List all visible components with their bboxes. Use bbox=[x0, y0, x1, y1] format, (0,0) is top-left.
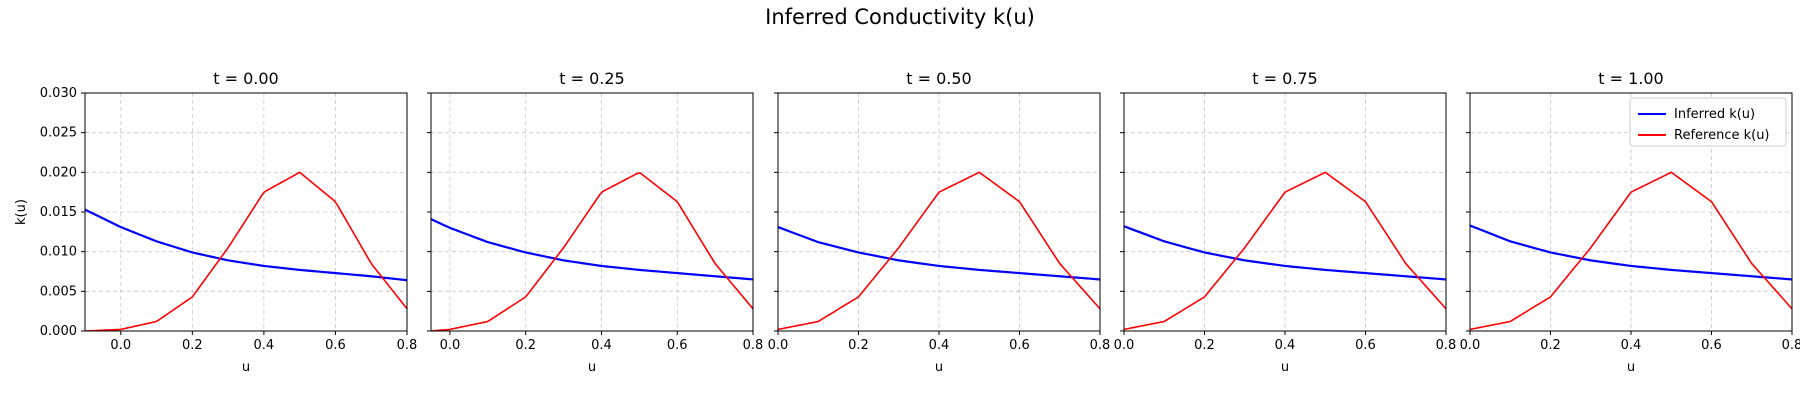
x-tick-label: 0.6 bbox=[1701, 338, 1722, 353]
reference-line bbox=[1470, 171, 1792, 331]
x-tick-label: 0.6 bbox=[1009, 338, 1030, 353]
x-tick-label: 0.4 bbox=[1275, 338, 1296, 353]
x-axis-label: u bbox=[588, 360, 596, 375]
panel-1: t = 0.00 0.0 0.2 0.4 0.6 0.8 0.000 0.005 0.010 0.… bbox=[14, 69, 417, 375]
axes-frame bbox=[84, 92, 408, 332]
reference-line bbox=[85, 171, 407, 331]
x-tick-label: 0.8 bbox=[1436, 338, 1457, 353]
axes-frame bbox=[1469, 92, 1793, 332]
panel-title: t = 0.75 bbox=[1252, 69, 1317, 88]
y-tick-label: 0.010 bbox=[40, 245, 77, 260]
y-tick-label: 0.020 bbox=[40, 165, 77, 180]
inferred-line bbox=[85, 208, 407, 282]
panel-title: t = 1.00 bbox=[1598, 69, 1663, 88]
x-tick-label: 0.2 bbox=[515, 338, 536, 353]
x-axis-label: u bbox=[935, 360, 943, 375]
x-tick-label: 0.0 bbox=[768, 338, 789, 353]
x-tick-label: 0.0 bbox=[1460, 338, 1481, 353]
x-tick-label: 0.8 bbox=[1090, 338, 1111, 353]
inferred-line bbox=[778, 226, 1100, 281]
x-tick-label: 0.4 bbox=[929, 338, 950, 353]
panel-title: t = 0.25 bbox=[559, 69, 624, 88]
x-tick-label: 0.4 bbox=[591, 338, 612, 353]
panels: t = 0.00 0.0 0.2 0.4 0.6 0.8 0.000 0.005 0.010 0.… bbox=[14, 69, 1800, 375]
x-tick-label: 0.4 bbox=[254, 338, 275, 353]
x-tick-label: 0.2 bbox=[848, 338, 869, 353]
inferred-line bbox=[1470, 224, 1792, 281]
x-tick-label: 0.4 bbox=[1621, 338, 1642, 353]
legend-entry: Reference k(u) bbox=[1674, 128, 1770, 143]
panel-4: t = 0.75 0.0 0.2 0.4 0.6 0.8 u bbox=[1114, 69, 1457, 375]
x-tick-label: 0.8 bbox=[1782, 338, 1800, 353]
x-tick-label: 0.0 bbox=[1114, 338, 1135, 353]
panel-2: t = 0.25 0.0 0.2 0.4 0.6 0.8 u bbox=[427, 69, 763, 375]
panel-3: t = 0.50 0.0 0.2 0.4 0.6 0.8 u bbox=[768, 69, 1111, 375]
x-tick-label: 0.0 bbox=[440, 338, 461, 353]
y-tick-label: 0.005 bbox=[40, 284, 77, 299]
x-tick-label: 0.0 bbox=[110, 338, 131, 353]
y-tick-label: 0.015 bbox=[40, 205, 77, 220]
x-tick-label: 0.8 bbox=[397, 338, 418, 353]
axes-frame bbox=[1123, 92, 1447, 332]
x-tick-label: 0.6 bbox=[667, 338, 688, 353]
inferred-line bbox=[1124, 225, 1446, 281]
legend-entry: Inferred k(u) bbox=[1674, 107, 1755, 122]
legend-box bbox=[1629, 97, 1787, 147]
y-tick-label: 0.030 bbox=[40, 86, 77, 101]
y-tick-label: 0.000 bbox=[40, 324, 77, 339]
x-tick-label: 0.6 bbox=[325, 338, 346, 353]
x-axis-label: u bbox=[1281, 360, 1289, 375]
reference-line bbox=[1124, 171, 1446, 331]
panel-5: t = 1.00 0.0 0.2 0.4 0.6 0.8 u Inferred k(u) Ref… bbox=[1460, 69, 1800, 375]
x-axis-label: u bbox=[242, 360, 250, 375]
inferred-line bbox=[431, 218, 753, 281]
legend: Inferred k(u) Reference k(u) bbox=[1629, 97, 1787, 147]
x-tick-label: 0.6 bbox=[1355, 338, 1376, 353]
x-axis-label: u bbox=[1627, 360, 1635, 375]
reference-line bbox=[431, 172, 753, 331]
panel-title: t = 0.50 bbox=[906, 69, 971, 88]
x-tick-label: 0.2 bbox=[1194, 338, 1215, 353]
panel-title: t = 0.00 bbox=[213, 69, 278, 88]
axes-frame bbox=[777, 92, 1101, 332]
reference-line bbox=[778, 171, 1100, 331]
figure-title: Inferred Conductivity k(u) bbox=[765, 5, 1035, 29]
x-tick-label: 0.2 bbox=[182, 338, 203, 353]
x-tick-label: 0.8 bbox=[743, 338, 764, 353]
y-tick-label: 0.025 bbox=[40, 126, 77, 141]
axes-frame bbox=[430, 92, 754, 332]
x-tick-label: 0.2 bbox=[1540, 338, 1561, 353]
y-axis-label: k(u) bbox=[14, 199, 29, 225]
